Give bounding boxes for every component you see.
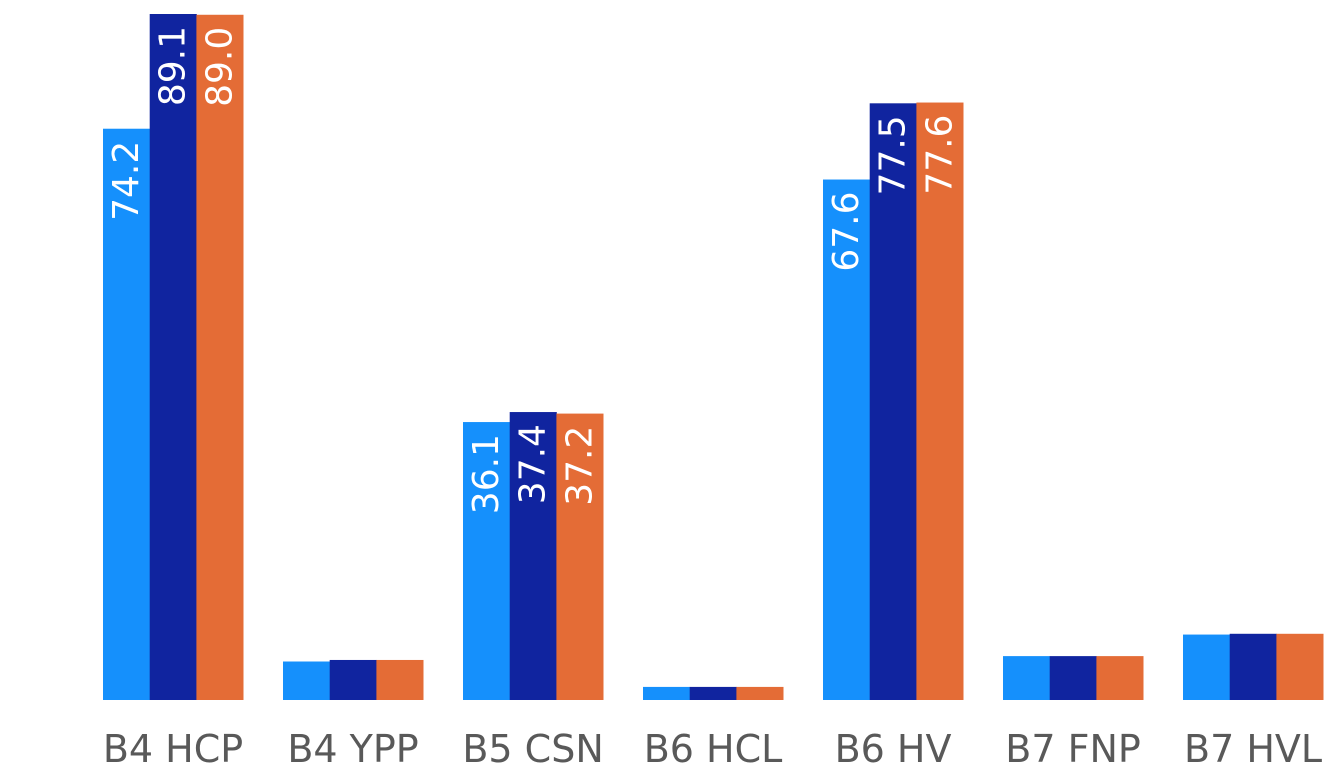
bar-3-2 (736, 686, 784, 700)
bar-1-2 (376, 659, 424, 700)
category-label-6: B7 HVL (1184, 727, 1322, 771)
category-label-4: B6 HV (835, 727, 952, 771)
category-label-1: B4 YPP (287, 727, 418, 771)
bar-1-0 (283, 661, 331, 700)
bar-5-1 (1049, 656, 1097, 700)
value-label-0-1: 89.1 (153, 26, 194, 106)
value-label-4-0: 67.6 (826, 192, 867, 272)
bar-0-1 (149, 14, 197, 700)
category-label-3: B6 HCL (644, 727, 783, 771)
bar-6-2 (1276, 633, 1324, 700)
bar-3-0 (643, 686, 691, 700)
value-label-0-2: 89.0 (199, 27, 240, 107)
bar-6-0 (1183, 634, 1231, 700)
bar-3-1 (689, 686, 737, 700)
category-label-2: B5 CSN (462, 727, 603, 771)
category-labels-group: B4 HCP B4 YPP B5 CSN B6 HCL B6 HV B7 FNP B7 HV… (103, 727, 1322, 771)
bar-0-2 (196, 14, 244, 700)
value-label-0-0: 74.2 (106, 141, 147, 221)
value-labels-group: 74.289.1 89.0 36.1 37.4 37.2 67.677.5 77.6 (106, 26, 960, 514)
value-label-2-0: 36.1 (466, 434, 507, 514)
bar-1-1 (329, 659, 377, 700)
bar-2-1 (509, 412, 557, 700)
value-label-2-1: 37.4 (513, 424, 554, 504)
bar-0-0 (103, 128, 151, 701)
bar-2-0 (463, 422, 511, 700)
value-label-4-1: 77.5 (873, 115, 914, 195)
value-label-2-2: 37.2 (559, 426, 600, 506)
value-label-4-2: 77.6 (919, 115, 960, 195)
bar-5-0 (1003, 656, 1051, 700)
category-label-0: B4 HCP (103, 727, 243, 771)
bar-5-2 (1096, 656, 1144, 700)
bar-6-1 (1229, 633, 1277, 700)
bar-2-2 (556, 413, 604, 700)
bar-4-1 (869, 103, 917, 700)
bar-4-2 (916, 102, 964, 701)
bar-4-0 (823, 179, 871, 700)
bars-group (103, 14, 1324, 701)
category-label-5: B7 FNP (1005, 727, 1141, 771)
